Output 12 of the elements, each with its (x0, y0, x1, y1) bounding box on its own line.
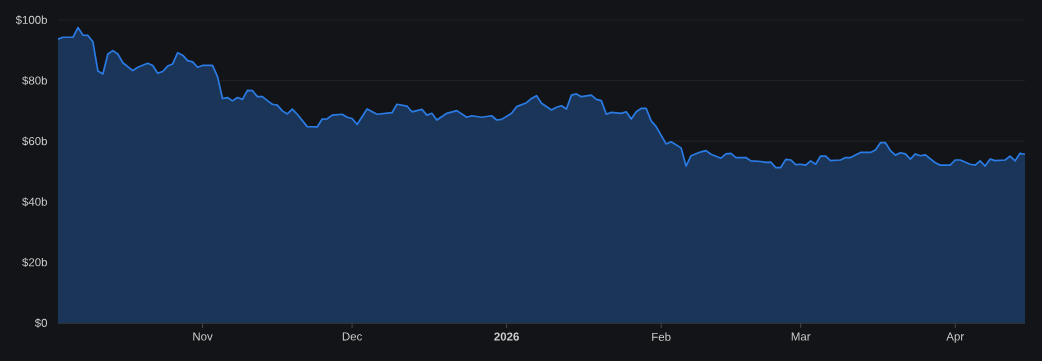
y-tick-label: $0 (34, 318, 48, 328)
x-tick-label: Feb (652, 332, 671, 341)
y-tick-label: $100b (15, 15, 47, 25)
x-tick-label: Apr (946, 332, 964, 343)
x-tick-label: Dec (342, 332, 362, 341)
x-tick-label: Nov (193, 332, 213, 341)
x-tick-label: 2026 (494, 332, 519, 341)
y-tick-label: $80b (22, 75, 47, 86)
y-tick-label: $20b (22, 257, 47, 268)
y-tick-label: $40b (22, 197, 47, 207)
x-tick-label: Mar (791, 332, 811, 341)
y-tick-label: $60b (22, 136, 47, 146)
